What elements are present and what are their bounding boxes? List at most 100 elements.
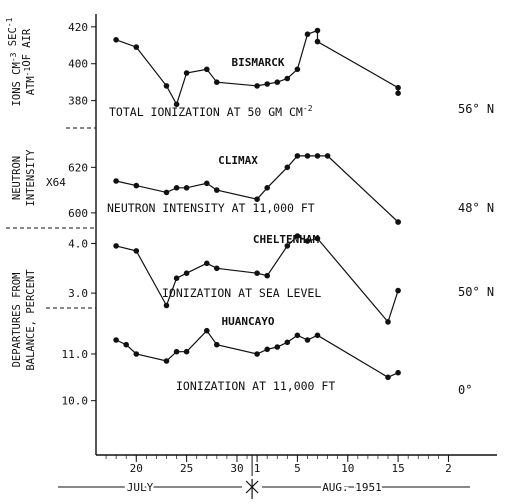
data-point bbox=[264, 81, 271, 87]
data-point bbox=[133, 248, 140, 254]
data-point bbox=[304, 31, 311, 37]
y-tick-label: 620 bbox=[68, 161, 88, 174]
data-point bbox=[214, 341, 220, 348]
data-point bbox=[214, 187, 220, 193]
latitude-label: 0° bbox=[458, 383, 472, 397]
data-point bbox=[274, 344, 281, 350]
data-point bbox=[204, 327, 210, 334]
station-label: CLIMAX bbox=[218, 154, 258, 167]
data-point bbox=[113, 178, 119, 184]
data-point bbox=[173, 185, 180, 191]
data-point bbox=[314, 153, 321, 159]
data-point bbox=[113, 243, 119, 249]
data-point bbox=[163, 358, 170, 364]
data-point bbox=[284, 243, 291, 249]
data-point bbox=[314, 235, 321, 242]
bismarck-ylabel-line2: ATM-1OF AIR bbox=[21, 28, 37, 95]
data-point bbox=[314, 38, 321, 45]
y-tick-label: 11.0 bbox=[62, 348, 89, 361]
data-point bbox=[204, 180, 210, 187]
data-point bbox=[274, 79, 281, 85]
latitude-label: 50° N bbox=[458, 285, 494, 299]
data-point bbox=[395, 369, 401, 376]
panel-caption: IONIZATION AT 11,000 FT bbox=[176, 379, 335, 393]
data-point bbox=[254, 351, 260, 357]
data-point bbox=[214, 265, 220, 272]
data-point bbox=[254, 83, 260, 89]
data-point bbox=[254, 196, 260, 202]
y-tick-label: 380 bbox=[68, 95, 88, 108]
ylabel-text: INTENSITY bbox=[25, 149, 37, 207]
y-tick-label: 600 bbox=[68, 207, 88, 220]
data-point bbox=[304, 153, 311, 159]
panel-caption: IONIZATION AT SEA LEVEL bbox=[162, 286, 321, 300]
month-label-july: JULY bbox=[127, 481, 154, 494]
ylabel-text: ATM bbox=[25, 76, 37, 95]
data-point bbox=[163, 83, 170, 89]
data-point bbox=[385, 374, 391, 381]
data-point bbox=[183, 348, 190, 355]
data-point bbox=[284, 339, 291, 346]
data-point bbox=[314, 27, 321, 34]
bismarck-ylabel-line1: IONS CM-3 SEC-1 bbox=[5, 17, 23, 106]
data-point bbox=[183, 270, 190, 277]
ylabel-text: NEUTRON bbox=[11, 156, 23, 200]
ylabel-superscript: -1 bbox=[23, 66, 32, 76]
ylabel-text: DEPARTURES FROM bbox=[11, 273, 23, 368]
ylabel-text: IONS CM bbox=[11, 62, 23, 106]
data-point bbox=[294, 153, 301, 159]
data-point bbox=[204, 260, 210, 267]
data-point bbox=[183, 185, 190, 191]
ylabel-text: BALANCE, PERCENT bbox=[25, 269, 37, 371]
x-tick-label: 5 bbox=[294, 462, 301, 475]
departures-ylabel-line2: BALANCE, PERCENT bbox=[25, 269, 37, 371]
caption-superscript: -2 bbox=[303, 104, 313, 113]
x-tick-label: 15 bbox=[391, 462, 404, 475]
ylabel-superscript: -3 bbox=[9, 52, 18, 62]
data-point bbox=[294, 332, 301, 339]
y-tick-label: 400 bbox=[68, 58, 88, 71]
departures-ylabel-line1: DEPARTURES FROM bbox=[11, 273, 23, 368]
latitude-label: 56° N bbox=[458, 102, 494, 116]
data-point bbox=[163, 189, 170, 196]
data-point bbox=[183, 70, 190, 76]
y-tick-label: 4.0 bbox=[68, 237, 88, 250]
data-point bbox=[284, 75, 291, 82]
panel-cheltenham: 4.0 3.0 CHELTENHAM IONIZATION AT SEA LEVEL 5… bbox=[68, 233, 494, 325]
data-point bbox=[214, 79, 220, 85]
x-tick-label: 25 bbox=[180, 462, 193, 475]
data-point bbox=[304, 238, 311, 244]
data-point bbox=[395, 90, 401, 96]
panel-bismarck: 420 400 380 BISMARCK TOTAL IONIZATION AT 50 … bbox=[68, 21, 494, 119]
plot-frame bbox=[6, 14, 497, 456]
data-point bbox=[173, 348, 180, 355]
data-point bbox=[264, 272, 271, 279]
panel-caption: NEUTRON INTENSITY AT 11,000 FT bbox=[107, 201, 315, 215]
month-label-august: AUG. 1951 bbox=[322, 481, 382, 494]
ylabel-superscript: -1 bbox=[5, 17, 14, 27]
climax-ylabel-line1: NEUTRON bbox=[11, 156, 23, 200]
x-tick-label: 30 bbox=[230, 462, 243, 475]
panel-climax: 620 600 CLIMAX NEUTRON INTENSITY AT 11,000 … bbox=[68, 153, 494, 225]
data-point bbox=[133, 182, 140, 189]
station-label: BISMARCK bbox=[232, 56, 285, 69]
data-point bbox=[123, 341, 129, 348]
data-point bbox=[395, 287, 401, 294]
data-point bbox=[254, 270, 260, 277]
x-tick-label: 1 bbox=[254, 462, 261, 475]
data-point bbox=[113, 37, 119, 43]
data-point bbox=[304, 337, 311, 343]
data-point bbox=[294, 233, 301, 239]
panel-caption: TOTAL IONIZATION AT 50 GM CM-2 bbox=[109, 104, 313, 119]
latitude-label: 48° N bbox=[458, 201, 494, 215]
data-point bbox=[324, 153, 331, 159]
data-point bbox=[133, 44, 140, 50]
data-point bbox=[264, 346, 271, 353]
data-point bbox=[284, 164, 291, 171]
data-point bbox=[314, 332, 321, 339]
y-tick-label: 420 bbox=[68, 21, 88, 34]
x-tick-label: 20 bbox=[130, 462, 143, 475]
data-point bbox=[395, 84, 401, 91]
